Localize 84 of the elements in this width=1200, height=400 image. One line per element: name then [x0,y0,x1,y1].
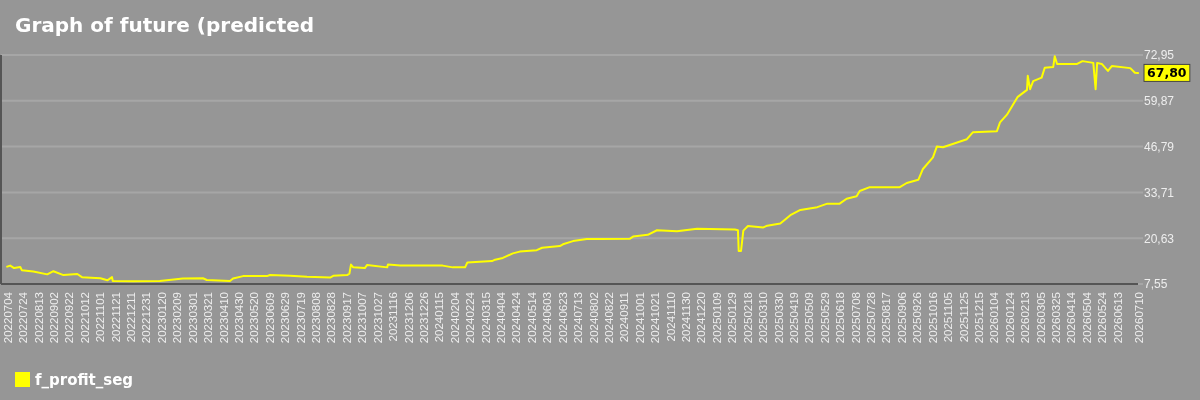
x-tick-label: 20231116 [387,292,400,342]
x-tick-label: 20220724 [17,291,30,344]
x-tick-label: 20220922 [63,292,76,344]
y-tick-label: 72,95 [1144,48,1175,63]
x-tick-label: 20251105 [942,292,955,343]
x-tick-label: 20251125 [957,292,970,343]
y-tick-label: 20,63 [1144,231,1175,246]
x-tick-label: 20221121 [109,292,122,343]
y-tick-label: 46,79 [1144,139,1175,154]
x-tick-label: 20240115 [433,292,446,343]
x-tick-label: 20230629 [279,292,292,344]
x-tick-label: 20221211 [125,292,138,343]
x-tick-label: 20250509 [803,292,816,344]
x-tick-label: 20241110 [664,292,677,342]
x-tick-label: 20260414 [1065,291,1078,344]
x-tick-label: 20231206 [402,292,415,344]
x-tick-label: 20230828 [325,292,338,344]
annotation: 67,80 [1147,65,1187,81]
x-tick-label: 20250218 [741,292,754,344]
chart-title: Graph of future (predicted [15,13,315,37]
x-tick-label: 20250926 [911,292,924,344]
x-tick-label: 20241021 [649,292,662,344]
x-tick-label: 20230609 [263,292,276,344]
x-tick-label: 20240404 [495,291,508,344]
x-tick-label: 20260104 [988,291,1001,344]
line-series [6,55,1139,283]
x-tick-label: 20230430 [232,292,245,344]
x-tick-label: 20241220 [695,292,708,344]
x-tick-label: 20240315 [479,292,492,344]
x-tick-label: 20240802 [587,292,600,344]
x-tick-label: 20240603 [541,292,554,344]
x-tick-label: 20250906 [895,292,908,344]
x-tick-label: 20260305 [1034,292,1047,344]
x-tick-label: 20221101 [94,292,107,343]
x-tick-label: 20260124 [1003,291,1016,344]
x-tick-label: 20220704 [1,291,14,344]
x-tick-label: 20250728 [865,292,878,344]
x-tick-label: 20230410 [217,292,230,344]
x-tick-label: 20221231 [140,292,153,344]
x-tick-label: 20250618 [834,292,847,344]
x-tick-label: 20231226 [417,292,430,344]
x-tick-label: 20260613 [1111,292,1124,344]
x-tick-label: 20250708 [849,292,862,344]
x-tick-label: 20230120 [155,292,168,344]
y-tick-label: 33,71 [1144,185,1175,200]
x-tick-label: 20240713 [572,292,585,344]
x-tick-label: 20230209 [171,292,184,344]
x-tick-label: 20251016 [926,292,939,344]
x-tick-label: 20250129 [726,292,739,344]
x-tick-label: 20221012 [78,292,91,344]
legend-label: f_profit_seg [35,371,134,390]
x-tick-label: 20250817 [880,292,893,344]
x-tick-label: 20240204 [448,291,461,344]
x-tick-label: 20260710 [1132,292,1145,344]
x-tick-label: 20250419 [787,292,800,344]
y-tick-label: 59,87 [1144,94,1175,109]
y-tick-label: 7,55 [1144,277,1168,292]
x-tick-label: 20260504 [1080,291,1093,344]
x-tick-label: 20230301 [186,292,199,344]
x-tick-label: 20250109 [710,292,723,344]
x-tick-label: 20250330 [772,292,785,344]
x-tick-label: 20250310 [757,292,770,344]
x-tick-label: 20240911 [618,292,631,343]
x-tick-label: 20230321 [202,292,215,344]
x-tick-label: 20250529 [818,292,831,344]
x-tick-label: 20260524 [1096,291,1109,344]
x-tick-label: 20260325 [1050,292,1063,344]
x-tick-label: 20241130 [680,292,693,343]
x-tick-label: 20230808 [310,292,323,344]
x-tick-label: 20241001 [633,292,646,344]
x-tick-label: 20240822 [602,292,615,344]
x-tick-label: 20240623 [556,292,569,344]
x-tick-label: 20240224 [464,291,477,344]
x-tick-label: 20240514 [525,291,538,344]
x-tick-label: 20251215 [972,292,985,344]
x-tick-label: 20240424 [510,291,523,344]
x-tick-label: 20231007 [356,292,369,344]
x-tick-label: 20230520 [248,292,261,344]
x-tick-label: 20230917 [340,292,353,344]
x-tick-label: 20220902 [47,292,60,344]
x-tick-label: 20260213 [1019,292,1032,344]
x-tick-label: 20231027 [371,292,384,344]
x-tick-label: 20230719 [294,292,307,344]
x-tick-label: 20220813 [32,292,45,344]
